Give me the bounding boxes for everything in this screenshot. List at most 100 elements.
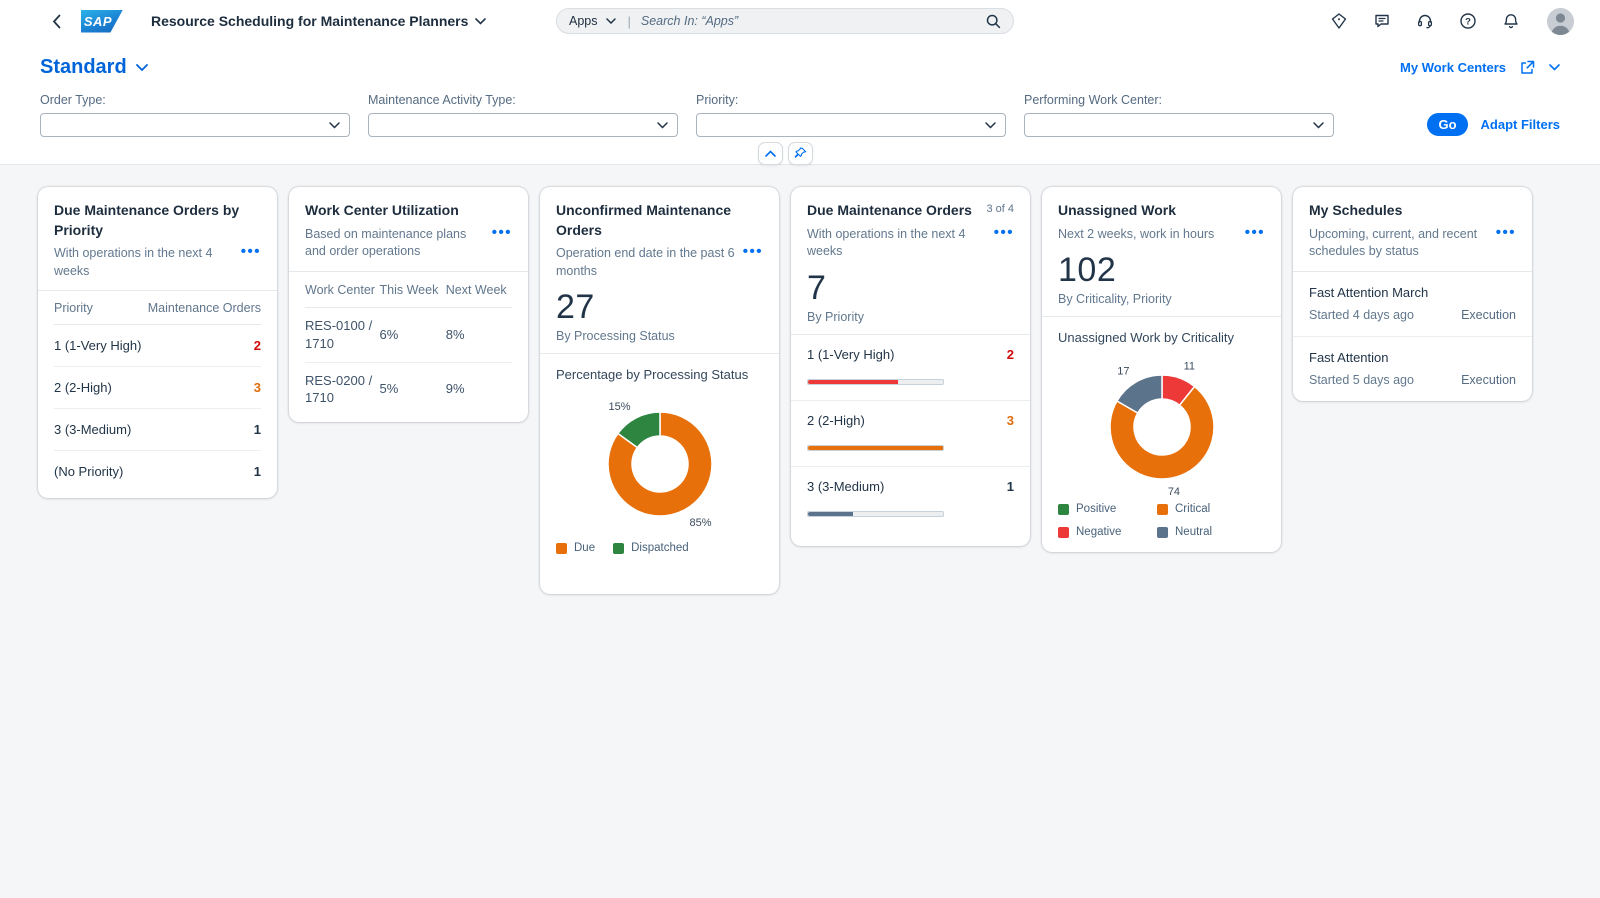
my-work-centers-link[interactable]: My Work Centers: [1400, 60, 1506, 75]
legend-label: Due: [574, 542, 596, 555]
table-row[interactable]: (No Priority) 1: [54, 451, 261, 492]
adapt-filters-link[interactable]: Adapt Filters: [1480, 117, 1560, 132]
filter-label: Performing Work Center:: [1024, 93, 1163, 107]
chevron-down-icon: [475, 17, 487, 25]
card-work-center-utilization[interactable]: Work Center Utilization Based on mainten…: [289, 187, 528, 422]
priority-label: (No Priority): [54, 464, 124, 480]
chevron-down-icon: [605, 18, 616, 24]
donut-chart-processing-status: 85% 15%: [540, 382, 779, 538]
table-row[interactable]: 3 (3-Medium) 1: [54, 409, 261, 452]
table-row[interactable]: 1 (1-Very High) 2: [54, 325, 261, 368]
chart-legend: Due Dispatched: [540, 538, 779, 554]
kpi-caption: By Criticality, Priority: [1058, 292, 1172, 307]
this-week-value: 5%: [379, 381, 399, 397]
overflow-menu-icon[interactable]: •••: [993, 223, 1014, 241]
legend-swatch: [1157, 526, 1168, 538]
orders-count: 3: [253, 380, 261, 396]
sap-logo[interactable]: SAP: [81, 9, 123, 33]
table-row[interactable]: RES-0200 / 1710 5% 9%: [305, 363, 512, 416]
svg-text:15%: 15%: [608, 401, 630, 413]
priority-bar-item[interactable]: 3 (3-Medium) 1: [791, 467, 1030, 532]
card-unassigned-work[interactable]: Unassigned Work Next 2 weeks, work in ho…: [1042, 187, 1281, 553]
legend-label: Negative: [1076, 526, 1122, 539]
overflow-menu-icon[interactable]: •••: [742, 243, 763, 261]
schedule-item[interactable]: Fast Attention March Started 4 days ago …: [1293, 272, 1532, 337]
schedule-item[interactable]: Fast Attention Started 5 days ago Execut…: [1293, 337, 1532, 401]
performing-work-center-select[interactable]: [1024, 113, 1334, 137]
card-due-maintenance-orders-by-priority[interactable]: Due Maintenance Orders by Priority With …: [38, 187, 277, 499]
variant-selector[interactable]: Standard: [40, 56, 148, 79]
pin-header-button[interactable]: [788, 142, 813, 165]
maintenance-activity-type-select[interactable]: [368, 113, 678, 137]
diamond-icon[interactable]: [1330, 12, 1348, 30]
search-input[interactable]: Search In: “Apps”: [640, 14, 739, 28]
overflow-menu-icon[interactable]: •••: [491, 223, 512, 241]
user-avatar[interactable]: [1547, 7, 1574, 35]
priority-select[interactable]: [696, 113, 1006, 137]
search-scope-select[interactable]: Apps: [569, 14, 616, 28]
support-headset-icon[interactable]: [1416, 12, 1434, 30]
shell-bar: SAP Resource Scheduling for Maintenance …: [0, 0, 1600, 42]
column-header: Work Center: [305, 282, 375, 297]
next-week-value: 9%: [445, 381, 465, 397]
divider: [289, 270, 528, 272]
svg-text:85%: 85%: [689, 517, 711, 529]
table-row[interactable]: 2 (2-High) 3: [54, 367, 261, 410]
svg-text:11: 11: [1183, 361, 1194, 373]
overflow-menu-icon[interactable]: •••: [1244, 223, 1265, 241]
legend-label: Critical: [1175, 503, 1211, 516]
progress-bar: [807, 444, 944, 451]
card-subtitle: With operations in the next 4 weeks: [54, 246, 213, 278]
chevron-down-icon[interactable]: [1549, 64, 1560, 71]
priority-bar-item[interactable]: 1 (1-Very High) 2: [791, 335, 1030, 401]
help-icon[interactable]: ?: [1459, 12, 1477, 30]
divider: [1042, 316, 1281, 318]
legend-item: Critical: [1157, 503, 1265, 515]
legend-label: Neutral: [1175, 526, 1213, 539]
notifications-bell-icon[interactable]: [1502, 12, 1520, 30]
card-subtitle: Next 2 weeks, work in hours: [1058, 226, 1215, 241]
chart-title: Unassigned Work by Criticality: [1058, 330, 1235, 346]
order-type-select[interactable]: [40, 113, 350, 137]
svg-text:17: 17: [1117, 366, 1129, 378]
card-title: My Schedules: [1309, 202, 1403, 218]
filter-performing-work-center: Performing Work Center:: [1024, 93, 1334, 137]
app-title-menu[interactable]: Resource Scheduling for Maintenance Plan…: [151, 13, 487, 29]
orders-count: 2: [253, 338, 261, 354]
search-scope-value: Apps: [569, 14, 598, 28]
legend-item: Negative: [1058, 526, 1153, 538]
page-title-row: Standard My Work Centers: [0, 42, 1600, 85]
overflow-menu-icon[interactable]: •••: [1495, 223, 1516, 241]
orders-count: 3: [1006, 412, 1014, 428]
share-icon[interactable]: [1519, 59, 1536, 76]
legend-swatch: [1058, 503, 1069, 515]
table-row[interactable]: RES-0100 / 1710 6% 8%: [305, 308, 512, 363]
card-title: Due Maintenance Orders: [807, 202, 972, 218]
divider: [540, 353, 779, 355]
orders-count: 1: [1006, 478, 1014, 494]
collapse-header-button[interactable]: [758, 142, 783, 165]
card-subtitle: With operations in the next 4 weeks: [807, 226, 966, 259]
card-due-maintenance-orders[interactable]: Due Maintenance Orders 3 of 4 With opera…: [791, 187, 1030, 546]
filter-priority: Priority:: [696, 93, 1006, 137]
filter-order-type: Order Type:: [40, 93, 350, 137]
legend-item: Neutral: [1157, 526, 1265, 538]
legend-swatch: [556, 542, 567, 554]
svg-text:74: 74: [1167, 486, 1179, 498]
filter-maintenance-activity-type: Maintenance Activity Type:: [368, 93, 678, 137]
search-icon[interactable]: [986, 14, 1001, 29]
progress-bar: [807, 510, 944, 517]
this-week-value: 6%: [379, 327, 399, 343]
schedule-status: Execution: [1461, 372, 1516, 387]
work-center-id: RES-0100 / 1710: [305, 318, 373, 352]
back-button[interactable]: [46, 12, 67, 31]
chart-title: Percentage by Processing Status: [556, 367, 749, 383]
go-button[interactable]: Go: [1427, 113, 1468, 136]
feedback-icon[interactable]: [1373, 12, 1391, 30]
card-unconfirmed-maintenance-orders[interactable]: Unconfirmed Maintenance Orders Operation…: [540, 187, 779, 595]
overflow-menu-icon[interactable]: •••: [240, 243, 261, 261]
shell-search[interactable]: Apps | Search In: “Apps”: [556, 8, 1014, 34]
priority-bar-item[interactable]: 2 (2-High) 3: [791, 401, 1030, 467]
card-my-schedules[interactable]: My Schedules Upcoming, current, and rece…: [1293, 187, 1532, 401]
priority-label: 3 (3-Medium): [54, 422, 132, 438]
